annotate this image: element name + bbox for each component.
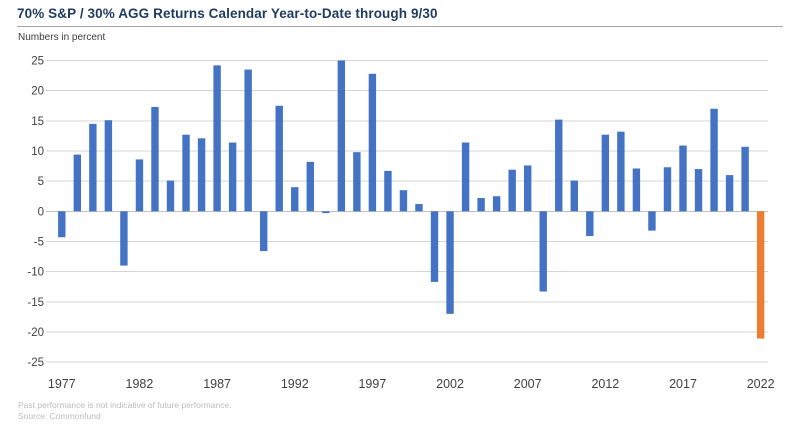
- bar-2021: [741, 146, 749, 212]
- y-axis-tick-label: 25: [31, 56, 44, 68]
- chart-title: 70% S&P / 30% AGG Returns Calendar Year-…: [17, 6, 783, 27]
- bar-2002: [446, 211, 454, 314]
- bar-1990: [259, 211, 268, 252]
- bar-2016: [663, 167, 672, 212]
- bar-2015: [648, 211, 656, 231]
- bar-2009: [555, 119, 563, 212]
- bar-2019: [710, 108, 718, 212]
- bar-2003: [461, 142, 470, 212]
- bar-1998: [384, 170, 392, 212]
- disclaimer-text: Past performance is not indicative of fu…: [18, 400, 232, 410]
- bar-2018: [694, 169, 703, 212]
- y-axis-tick-label: 5: [38, 176, 44, 188]
- source-text: Source: Commonfund: [18, 411, 101, 421]
- bar-2007: [524, 165, 532, 212]
- bar-1982: [135, 159, 144, 212]
- bar-1994: [322, 211, 330, 214]
- y-axis-tick-label: -15: [27, 297, 44, 309]
- y-axis-tick-label: 0: [38, 206, 44, 218]
- x-axis-tick-label: 2022: [747, 377, 775, 391]
- bar-1985: [182, 134, 190, 212]
- bar-2011: [586, 211, 594, 237]
- bar-2005: [492, 196, 501, 212]
- bar-1997: [368, 73, 377, 212]
- bar-1991: [275, 105, 283, 212]
- x-axis-tick-label: 1982: [126, 377, 154, 391]
- y-axis-tick-label: -5: [34, 236, 44, 248]
- bar-1977: [58, 211, 66, 238]
- bar-1988: [228, 142, 237, 212]
- y-axis-tick-label: 10: [31, 146, 44, 158]
- x-axis-tick-label: 2017: [669, 377, 697, 391]
- bar-2022: [756, 211, 765, 339]
- bar-1996: [353, 152, 361, 212]
- x-axis-tick-label: 1992: [281, 377, 309, 391]
- bar-2004: [477, 198, 485, 212]
- bar-2014: [632, 168, 641, 212]
- bar-1984: [166, 180, 175, 212]
- x-axis-tick-label: 2007: [514, 377, 542, 391]
- bar-1992: [291, 187, 299, 212]
- bar-1986: [197, 138, 206, 212]
- bar-1993: [306, 161, 314, 212]
- bar-1987: [213, 65, 221, 212]
- bar-1989: [244, 69, 252, 212]
- x-axis-tick-label: 1977: [48, 377, 76, 391]
- bar-2010: [570, 180, 578, 212]
- bar-1978: [73, 154, 82, 212]
- y-axis-tick-label: -25: [27, 357, 44, 369]
- bar-1981: [120, 211, 128, 266]
- bar-2000: [415, 204, 423, 212]
- bar-2017: [679, 145, 687, 212]
- bar-2013: [617, 131, 625, 212]
- bar-1983: [151, 106, 159, 212]
- bar-2012: [601, 134, 610, 212]
- bar-2008: [539, 211, 547, 292]
- bar-2006: [508, 169, 516, 212]
- bar-1979: [89, 123, 97, 212]
- y-axis-tick-label: -10: [27, 267, 44, 279]
- x-axis-tick-label: 2002: [436, 377, 464, 391]
- bar-2020: [725, 175, 734, 212]
- bar-1999: [399, 190, 408, 212]
- y-axis-tick-label: 15: [31, 116, 44, 128]
- chart-subtitle: Numbers in percent: [18, 32, 106, 43]
- bar-1995: [337, 60, 346, 212]
- x-axis-tick-label: 1997: [358, 377, 386, 391]
- bar-1980: [104, 120, 113, 212]
- y-axis-tick-label: 20: [31, 86, 44, 98]
- x-axis-tick-label: 1987: [203, 377, 231, 391]
- y-axis-tick-label: -20: [27, 327, 44, 339]
- x-axis-tick-label: 2012: [591, 377, 619, 391]
- bar-2001: [430, 211, 439, 282]
